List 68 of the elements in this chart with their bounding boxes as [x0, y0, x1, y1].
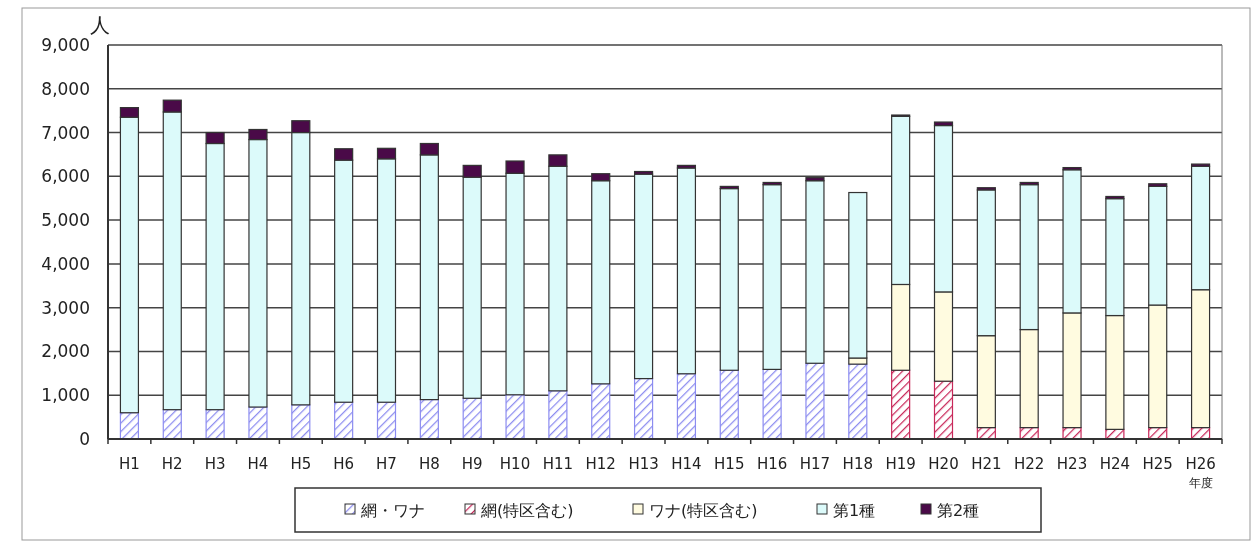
- x-tick-label: H25: [1142, 455, 1173, 473]
- bar: [462, 397, 482, 440]
- bar: [805, 362, 825, 440]
- y-tick-label: 0: [79, 429, 90, 449]
- bar: [719, 187, 739, 371]
- x-tick-label: H1: [119, 455, 140, 473]
- x-tick-label: H13: [628, 455, 659, 473]
- x-tick-label: H10: [499, 455, 531, 473]
- legend-label: 第2種: [937, 501, 980, 520]
- x-tick-label: H23: [1056, 455, 1088, 473]
- bar: [676, 167, 697, 375]
- bar: [762, 184, 782, 370]
- bar: [376, 401, 397, 440]
- x-tick-label: H7: [376, 455, 397, 473]
- x-tick-label: H21: [971, 455, 1002, 473]
- x-axis-title: 年度: [1188, 476, 1213, 490]
- bar: [548, 390, 568, 440]
- y-tick-label: 1,000: [41, 385, 90, 406]
- bar: [805, 180, 825, 364]
- x-tick-label: H18: [842, 455, 873, 473]
- x-tick-label: H26: [1185, 455, 1216, 473]
- x-tick-label: H3: [204, 455, 226, 473]
- y-tick-label: 8,000: [41, 78, 90, 99]
- x-tick-label: H20: [928, 455, 959, 473]
- bar: [933, 380, 954, 440]
- x-tick-label: H2: [161, 455, 183, 473]
- x-tick-label: H14: [671, 455, 702, 473]
- x-tick-label: H6: [333, 455, 355, 473]
- bar: [119, 412, 140, 440]
- x-tick-label: H8: [418, 455, 440, 473]
- y-tick-label: 9,000: [41, 35, 90, 55]
- bar: [419, 399, 439, 440]
- bar: [162, 409, 182, 440]
- bar: [762, 368, 782, 440]
- y-tick-label: 2,000: [41, 341, 90, 362]
- bar: [205, 409, 225, 440]
- bar: [291, 404, 311, 440]
- bar: [676, 373, 697, 440]
- bar: [633, 173, 654, 380]
- y-tick-label: 5,000: [41, 210, 90, 231]
- x-tick-label: H15: [714, 455, 745, 473]
- bar: [248, 406, 268, 440]
- x-tick-label: H22: [1014, 455, 1045, 473]
- y-tick-label: 4,000: [41, 253, 90, 274]
- x-tick-label: H9: [461, 455, 483, 473]
- legend-label: 網・ワナ: [360, 501, 425, 520]
- x-tick-label: H17: [799, 455, 831, 473]
- bar: [848, 363, 868, 440]
- x-tick-label: H12: [585, 455, 616, 473]
- x-tick-label: H11: [542, 455, 574, 473]
- bar: [633, 377, 654, 440]
- bar: [719, 369, 739, 440]
- bar: [891, 369, 911, 440]
- y-tick-label: 3,000: [41, 297, 90, 318]
- y-tick-label: 7,000: [41, 122, 90, 143]
- bar: [505, 394, 525, 440]
- bar: [334, 401, 354, 440]
- y-tick-label: 6,000: [41, 166, 90, 187]
- x-tick-label: H4: [247, 455, 269, 473]
- x-tick-label: H24: [1099, 455, 1131, 473]
- y-axis-title: 人: [90, 13, 110, 37]
- x-tick-label: H19: [885, 455, 916, 473]
- x-tick-label: H5: [290, 455, 312, 473]
- bar: [591, 383, 611, 440]
- legend-label: 網(特区含む): [480, 501, 574, 520]
- x-tick-label: H16: [756, 455, 788, 473]
- legend-label: 第1種: [833, 501, 876, 520]
- legend-label: ワナ(特区含む): [649, 501, 758, 520]
